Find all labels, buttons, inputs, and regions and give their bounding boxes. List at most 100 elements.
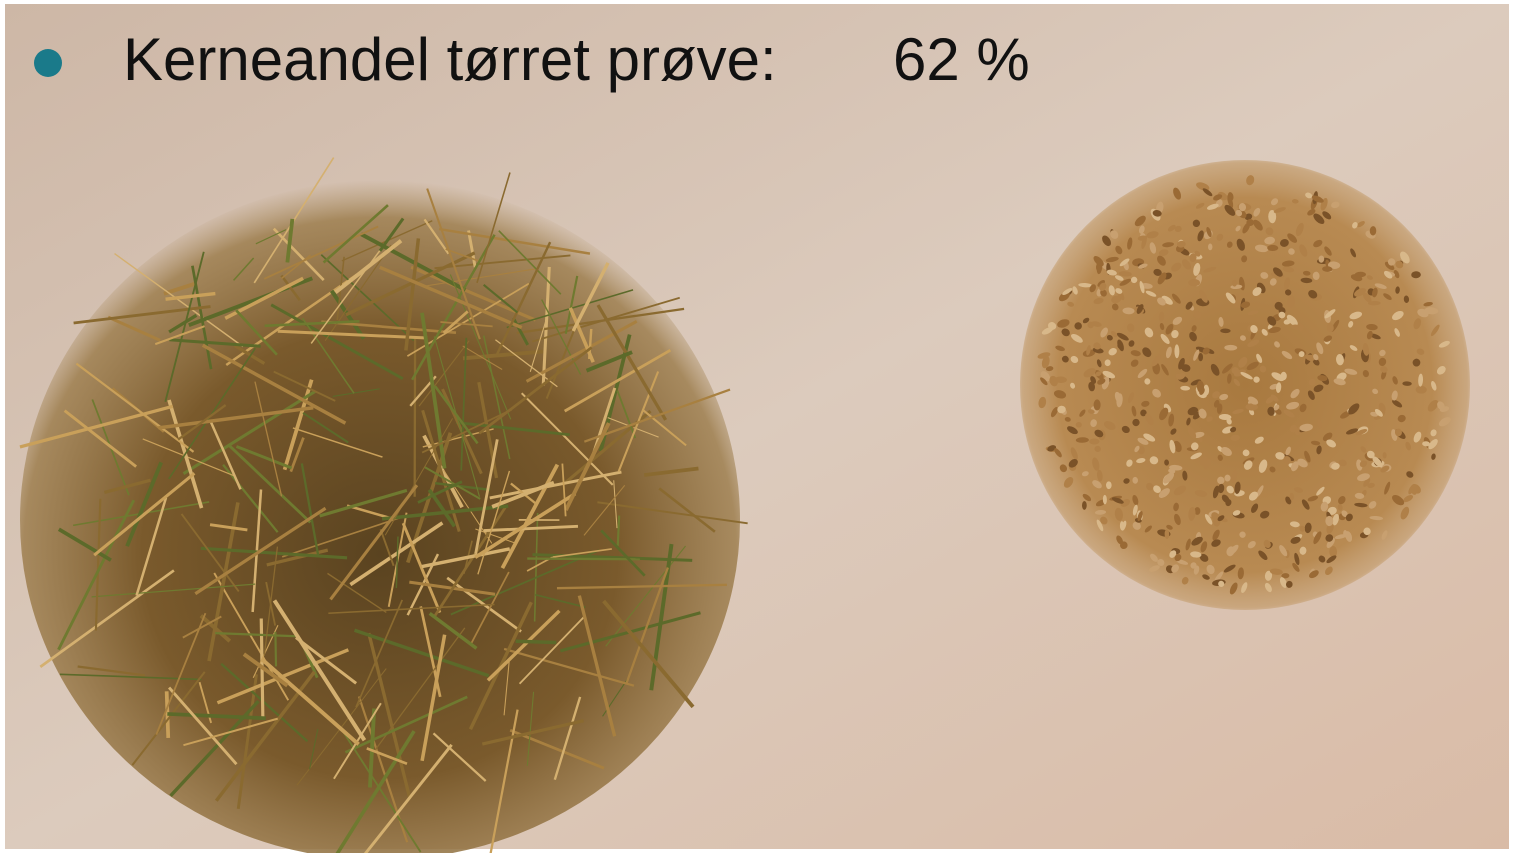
grain	[1092, 480, 1102, 489]
straw	[107, 315, 161, 342]
grain	[1100, 516, 1108, 525]
grain	[1279, 545, 1288, 557]
straw	[583, 388, 731, 443]
grain	[1394, 328, 1400, 337]
straw	[516, 307, 685, 335]
grain	[1285, 580, 1293, 588]
straw	[277, 329, 428, 340]
grain	[1203, 266, 1217, 273]
grain	[1406, 471, 1414, 478]
grain	[1260, 272, 1269, 279]
grain	[1229, 544, 1239, 555]
grain	[1106, 481, 1112, 490]
grain	[1268, 326, 1281, 334]
grain	[1283, 409, 1295, 418]
grain	[1173, 187, 1182, 200]
grain	[1122, 307, 1135, 315]
grain	[1301, 499, 1310, 510]
straw	[322, 204, 389, 264]
grain	[1158, 249, 1169, 257]
straw	[344, 695, 468, 754]
grain	[1106, 334, 1113, 341]
straw	[289, 437, 305, 473]
straw	[525, 319, 638, 383]
grain	[1196, 380, 1205, 393]
straw	[320, 254, 415, 342]
straw	[434, 481, 491, 492]
straw	[281, 516, 403, 558]
grain	[1403, 495, 1414, 503]
grain	[1418, 373, 1424, 387]
grain-kernels	[1037, 175, 1451, 595]
grain	[1242, 449, 1250, 457]
grain	[1040, 377, 1048, 386]
grain	[1144, 327, 1154, 338]
straw	[114, 253, 244, 348]
straw	[384, 418, 454, 536]
grain	[1300, 277, 1313, 284]
grain	[1050, 407, 1058, 418]
straw	[19, 404, 174, 449]
grain	[1415, 385, 1427, 394]
grain	[1075, 422, 1082, 428]
grain	[1151, 354, 1161, 367]
straw	[571, 262, 610, 332]
grain	[1305, 354, 1316, 362]
grain	[1318, 555, 1326, 563]
straw	[455, 421, 570, 437]
grain	[1379, 349, 1386, 357]
straw	[450, 549, 600, 616]
bullet-label: Kerneandel tørret prøve:	[123, 26, 777, 93]
grain	[1064, 417, 1071, 422]
grain	[1313, 384, 1324, 393]
grain	[1206, 226, 1212, 238]
grain	[1111, 303, 1119, 311]
straw	[135, 497, 168, 596]
grain	[1322, 211, 1332, 220]
straw	[94, 498, 102, 631]
grain	[1247, 396, 1259, 405]
grain	[1281, 350, 1293, 360]
grain	[1152, 388, 1161, 398]
grain	[1357, 473, 1370, 482]
grain	[1299, 403, 1307, 413]
grain	[1283, 456, 1291, 464]
grain	[1307, 495, 1319, 502]
grain	[1185, 301, 1193, 310]
grain	[1299, 244, 1308, 257]
grain	[1233, 378, 1241, 387]
grain	[1061, 328, 1070, 337]
straw	[63, 409, 138, 468]
grain	[1174, 554, 1182, 562]
grain	[1189, 331, 1197, 342]
grain	[1278, 311, 1286, 319]
straw	[285, 218, 295, 263]
grain	[1241, 582, 1248, 594]
grain	[1256, 485, 1264, 497]
grain	[1199, 290, 1208, 303]
grain	[1285, 446, 1291, 456]
grain	[1312, 271, 1320, 280]
grain	[1171, 330, 1179, 339]
grain	[1217, 515, 1225, 522]
grain	[1193, 262, 1201, 276]
grain	[1382, 452, 1387, 459]
grain	[1099, 282, 1107, 291]
grain	[1054, 448, 1062, 458]
grain	[1094, 429, 1104, 438]
grain	[1243, 460, 1253, 470]
grain	[1412, 358, 1421, 367]
grain	[1070, 355, 1079, 364]
straw	[360, 232, 467, 292]
grain	[1274, 301, 1283, 310]
grain	[1105, 256, 1119, 263]
straw	[273, 370, 336, 402]
straw	[423, 218, 450, 255]
grain	[1349, 345, 1358, 351]
grain	[1171, 293, 1181, 304]
grain	[1369, 515, 1384, 521]
straw	[526, 691, 535, 766]
grain	[1194, 490, 1208, 497]
grain	[1279, 577, 1287, 588]
grain	[1299, 525, 1305, 532]
